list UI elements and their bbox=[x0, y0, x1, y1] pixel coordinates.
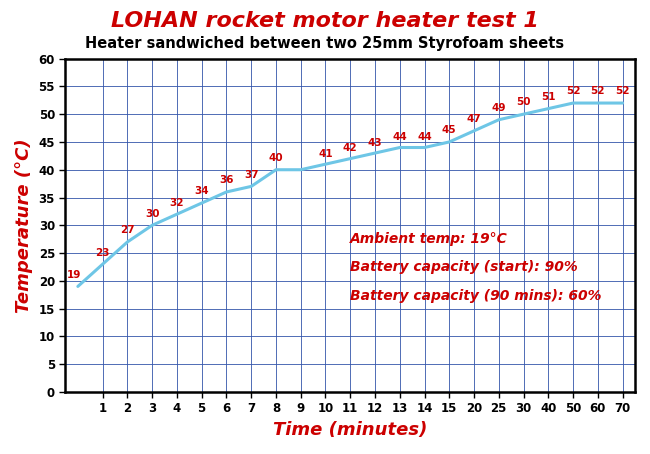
Text: 42: 42 bbox=[343, 143, 358, 153]
Text: 37: 37 bbox=[244, 170, 259, 180]
Y-axis label: Temperature (°C): Temperature (°C) bbox=[15, 138, 33, 313]
Text: 44: 44 bbox=[393, 132, 407, 142]
Text: 43: 43 bbox=[368, 138, 382, 148]
Text: 52: 52 bbox=[591, 86, 605, 96]
Text: 34: 34 bbox=[194, 187, 209, 197]
Text: 40: 40 bbox=[268, 153, 283, 163]
Text: 41: 41 bbox=[318, 148, 333, 158]
Text: Heater sandwiched between two 25mm Styrofoam sheets: Heater sandwiched between two 25mm Styro… bbox=[85, 36, 565, 51]
Text: 45: 45 bbox=[442, 125, 456, 135]
Text: Battery capacity (start): 90%: Battery capacity (start): 90% bbox=[350, 260, 578, 274]
Text: LOHAN rocket motor heater test 1: LOHAN rocket motor heater test 1 bbox=[111, 11, 539, 31]
Text: Ambient temp: 19°C: Ambient temp: 19°C bbox=[350, 232, 508, 246]
Text: 32: 32 bbox=[170, 197, 184, 207]
Text: 47: 47 bbox=[467, 114, 482, 124]
Text: 51: 51 bbox=[541, 92, 556, 102]
Text: 49: 49 bbox=[491, 103, 506, 113]
Text: 23: 23 bbox=[96, 247, 110, 257]
Text: 36: 36 bbox=[219, 175, 234, 185]
Text: 52: 52 bbox=[616, 86, 630, 96]
Text: Battery capacity (90 mins): 60%: Battery capacity (90 mins): 60% bbox=[350, 289, 602, 303]
Text: 52: 52 bbox=[566, 86, 580, 96]
X-axis label: Time (minutes): Time (minutes) bbox=[273, 421, 428, 439]
Text: 19: 19 bbox=[67, 270, 81, 280]
Text: 30: 30 bbox=[145, 209, 159, 219]
Text: 27: 27 bbox=[120, 225, 135, 235]
Text: 44: 44 bbox=[417, 132, 432, 142]
Text: 50: 50 bbox=[516, 98, 531, 108]
